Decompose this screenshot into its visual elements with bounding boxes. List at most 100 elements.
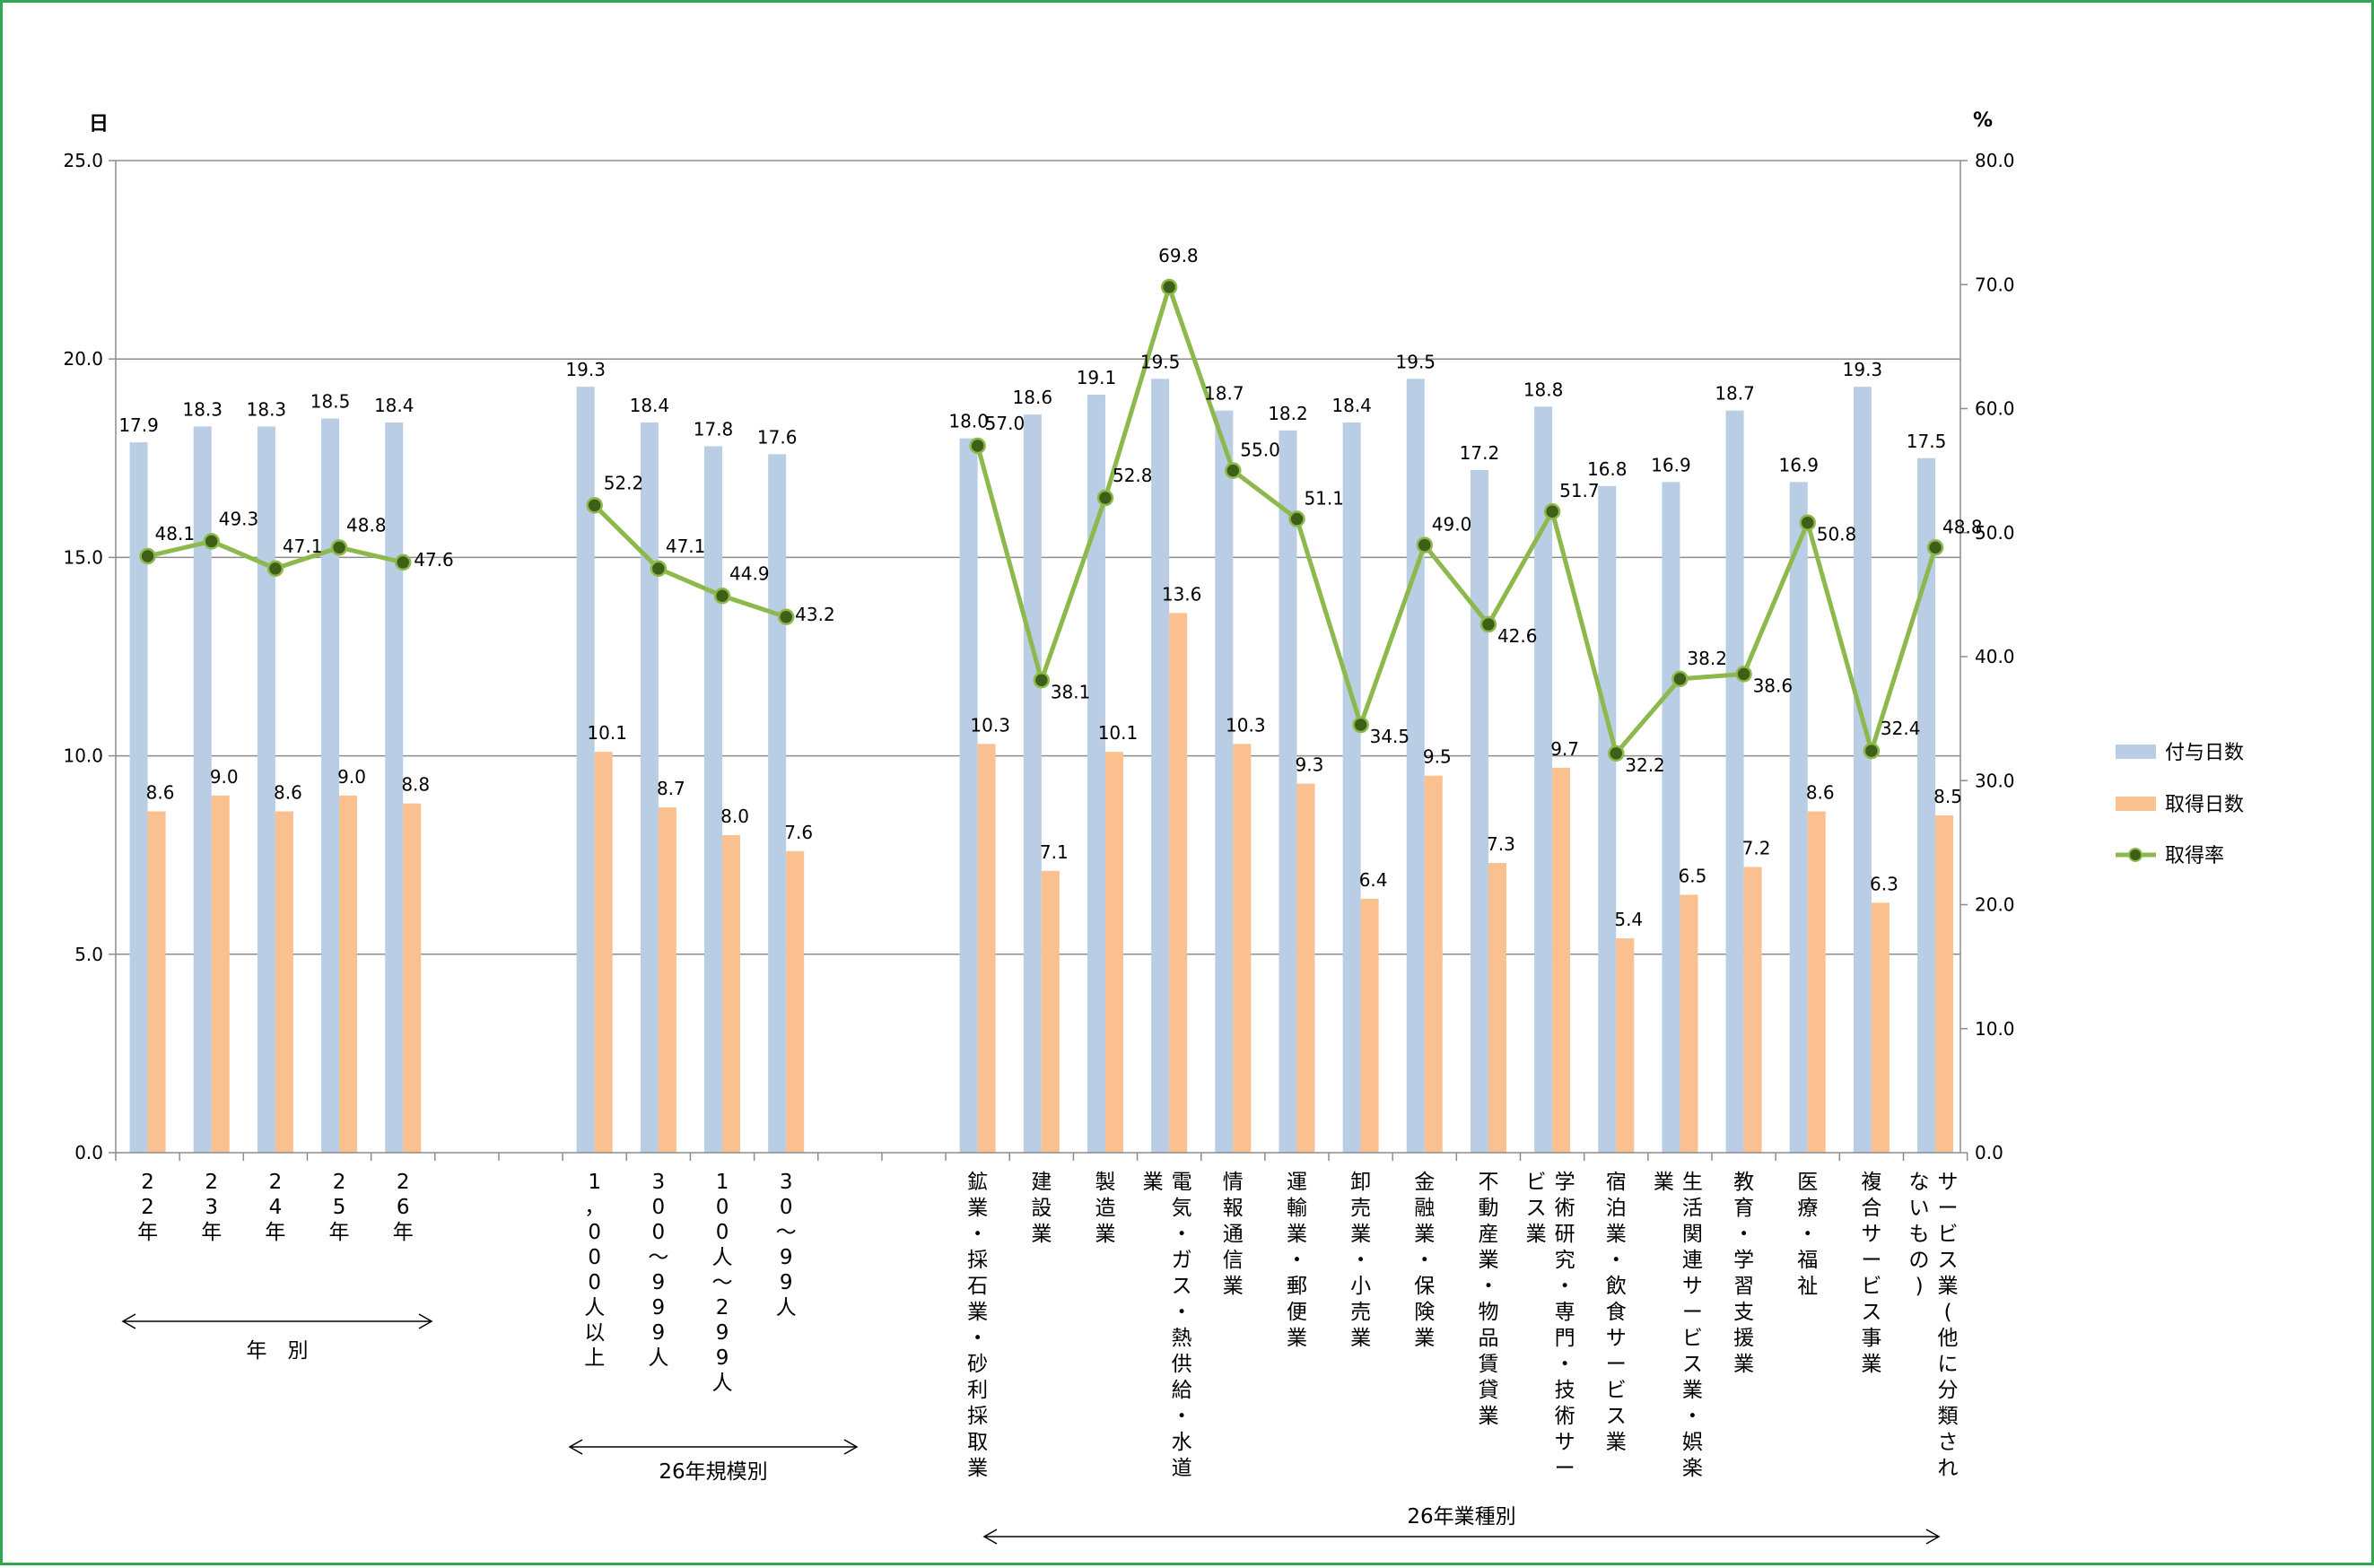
taken-days-label: 8.6: [146, 782, 175, 804]
rate-label: 57.0: [985, 413, 1026, 434]
category-label-char: 人: [648, 1346, 668, 1370]
category-label-char: ・: [1414, 1249, 1435, 1272]
category-label-char: 業: [1733, 1353, 1754, 1376]
category-label-char: 輸: [1287, 1197, 1307, 1220]
category-label-char: 運: [1287, 1171, 1307, 1194]
category-label-char: 支: [1733, 1301, 1754, 1324]
category-label-char: 鉱: [967, 1171, 988, 1194]
category-label-char: 門: [1555, 1327, 1575, 1350]
taken-days-bar: [1360, 898, 1379, 1153]
data-labels: 17.9 8.6 18.3 9.0 18.3 8.6 18.5 9.0 18.4 8.8 48.1 4…: [118, 245, 1982, 930]
category-label-char: 9: [716, 1346, 729, 1370]
category-label-char: ビ: [1606, 1379, 1627, 1402]
category-label-char: ス: [1682, 1353, 1703, 1376]
category-label-char: ス: [1526, 1197, 1547, 1220]
category-label-char: 楽: [1682, 1457, 1703, 1480]
category-label-char: 0: [588, 1246, 601, 1269]
category-label-char: ～: [712, 1271, 733, 1294]
rate-label: 42.6: [1497, 625, 1538, 647]
category-label-char: な: [1909, 1171, 1930, 1194]
granted-days-bar: [704, 446, 723, 1153]
rate-label: 52.2: [604, 472, 644, 493]
category-label-char: 9: [652, 1296, 666, 1320]
category-label-char: 小: [1350, 1275, 1371, 1298]
axes: 0.0 5.0 10.0 15.0 20.0 25.0 0.0 10.0 20.0 30.0 40.…: [63, 109, 2014, 1163]
category-label-char: 賃: [1478, 1353, 1498, 1376]
rate-label: 47.6: [414, 549, 454, 571]
rate-point: [1225, 462, 1242, 479]
left-tick-label: 5.0: [74, 944, 103, 965]
rate-point: [650, 560, 668, 578]
granted-days-label: 18.6: [1013, 387, 1053, 408]
category-label-char: サ: [1682, 1275, 1703, 1298]
category-label-char: 0: [780, 1196, 793, 1219]
taken-days-label: 7.2: [1742, 837, 1771, 858]
category-label-char: 産: [1478, 1223, 1498, 1246]
category-label-char: 活: [1682, 1197, 1703, 1220]
taken-days-bar: [1233, 744, 1252, 1153]
category-label-char: 6: [397, 1196, 410, 1219]
category-label-char: 金: [1414, 1171, 1435, 1194]
category-label-char: ー: [1606, 1353, 1627, 1376]
taken-days-label: 8.7: [657, 778, 685, 799]
right-axis-unit: %: [1973, 109, 1993, 132]
category-label-char: 祉: [1797, 1275, 1818, 1298]
category-labels: 22年23年24年25年26年1，000人以上300～999人100人～299人…: [137, 1171, 1958, 1480]
category-label-char: 業: [1095, 1223, 1115, 1246]
granted-days-bar: [193, 426, 212, 1154]
rate-line: [139, 278, 1944, 762]
granted-days-bar: [257, 426, 275, 1154]
legend-swatch-taken: [2116, 797, 2156, 811]
category-label-char: 供: [1172, 1353, 1192, 1376]
rate-label: 51.1: [1304, 488, 1344, 510]
category-label-char: も: [1909, 1223, 1930, 1246]
taken-days-bar: [722, 835, 741, 1153]
rate-line-segment: [975, 284, 1938, 756]
taken-days-label: 10.1: [587, 722, 627, 744]
legend-swatch-granted: [2116, 745, 2156, 759]
category-label-char: 通: [1223, 1223, 1244, 1246]
category-label-char: 利: [967, 1379, 988, 1402]
taken-days-label: 10.3: [970, 714, 1010, 736]
taken-days-label: 7.3: [1487, 833, 1515, 855]
legend-label-granted: 付与日数: [2165, 742, 2244, 764]
category-label-char: 専: [1555, 1301, 1575, 1324]
category-label-char: 業: [967, 1197, 988, 1220]
taken-days-bar: [658, 807, 676, 1153]
rate-point: [1416, 536, 1434, 553]
taken-days-label: 13.6: [1162, 583, 1202, 605]
rate-point: [1799, 514, 1816, 531]
granted-days-bar: [576, 387, 595, 1154]
category-label-char: 年: [329, 1221, 350, 1244]
taken-days-label: 9.5: [1423, 746, 1452, 768]
category-label-char: 技: [1555, 1379, 1575, 1402]
category-label-char: サ: [1606, 1327, 1627, 1350]
category-label-char: 熱: [1172, 1327, 1192, 1350]
category-label-char: サ: [1938, 1171, 1959, 1194]
category-label-char: 電: [1172, 1171, 1192, 1194]
right-tick-label: 70.0: [1975, 274, 2015, 295]
category-label-char: 人: [584, 1296, 605, 1320]
category-label-char: 年: [137, 1221, 158, 1244]
bar-line-chart: 0.0 5.0 10.0 15.0 20.0 25.0 0.0 10.0 20.0 30.0 40.…: [63, 109, 2244, 1545]
bars: [129, 379, 1954, 1154]
rate-label: 47.1: [283, 536, 323, 557]
rate-point: [1288, 510, 1305, 527]
taken-days-bar: [1935, 814, 1954, 1153]
category-label-char: 製: [1095, 1171, 1115, 1194]
taken-days-label: 7.1: [1040, 841, 1069, 863]
granted-days-label: 18.4: [1331, 395, 1372, 416]
category-label-char: ビ: [1938, 1223, 1959, 1246]
taken-days-label: 10.1: [1098, 722, 1139, 744]
category-label-char: 信: [1223, 1249, 1244, 1272]
group-bracket-arrow-right: [843, 1439, 859, 1455]
rate-point: [713, 588, 731, 605]
rate-point: [1671, 670, 1689, 688]
taken-days-label: 8.0: [720, 806, 749, 827]
category-label-char: 泊: [1606, 1197, 1627, 1220]
category-label-char: ス: [1606, 1405, 1627, 1428]
taken-days-label: 9.0: [337, 766, 366, 788]
rate-label: 34.5: [1370, 726, 1410, 747]
granted-days-bar: [1342, 422, 1361, 1153]
category-label-char: 術: [1555, 1405, 1575, 1428]
